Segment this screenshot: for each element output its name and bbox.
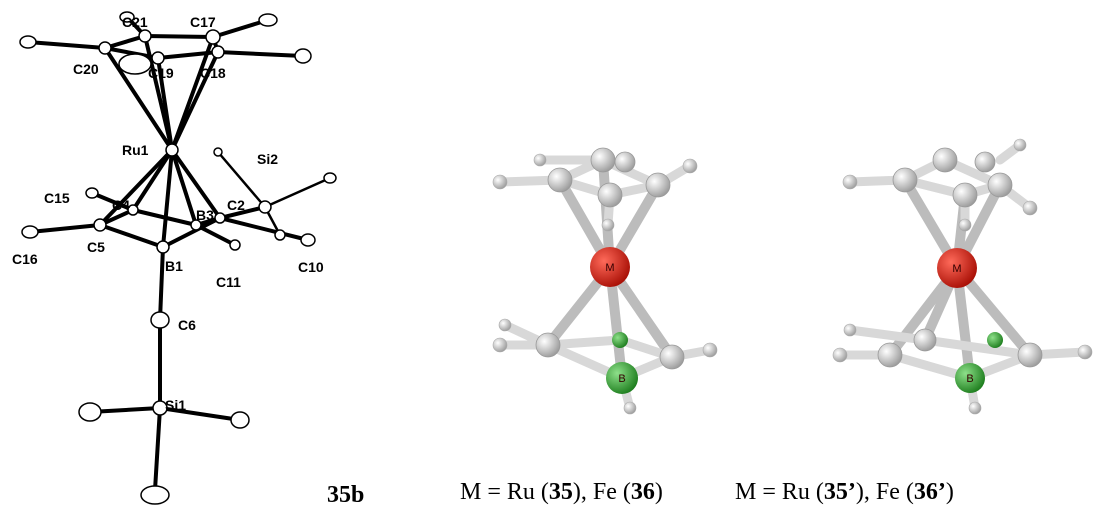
metal-label: M (952, 263, 961, 275)
atom-label: C17 (190, 14, 216, 30)
caption-number: 35 (549, 479, 573, 505)
atom-label: C15 (44, 190, 70, 206)
atom-label: C5 (87, 239, 105, 255)
ball-model: M B (833, 139, 1092, 414)
atom-label: Ru1 (122, 142, 149, 158)
atom-label: C11 (216, 274, 241, 290)
atom-label: B1 (165, 258, 183, 274)
atom-label: C4 (112, 197, 130, 213)
compound-label: 35b (327, 482, 364, 508)
caption-text: M = Ru ( (735, 479, 824, 505)
atom-label: C10 (298, 259, 324, 275)
boron-label: B (618, 373, 625, 385)
figure: C21 C17 C20 C19 C18 Ru1 Si2 C15 C4 B3 C2… (0, 0, 1095, 512)
metal-label: M (605, 262, 614, 274)
caption-number: 36 (631, 479, 655, 505)
atom-label: B3 (196, 207, 214, 223)
atom-label: C19 (148, 65, 174, 81)
caption-number: 36’ (914, 479, 946, 505)
boron-label: B (966, 373, 973, 385)
atom-label: C6 (178, 317, 196, 333)
atom-label: C20 (73, 61, 99, 77)
ortep-structure: C21 C17 C20 C19 C18 Ru1 Si2 C15 C4 B3 C2… (12, 12, 364, 508)
caption: M = Ru (35’), Fe (36’) (735, 479, 954, 505)
atom-label: C18 (200, 65, 226, 81)
ball-model: M B (493, 148, 717, 414)
atom-label: Si2 (257, 151, 278, 167)
caption-number: 35’ (824, 479, 856, 505)
atom-label: Si1 (165, 397, 186, 413)
caption-text: ), Fe ( (856, 479, 914, 505)
atom-label: C21 (122, 14, 148, 30)
caption-text: M = Ru ( (460, 479, 549, 505)
caption-text: ) (946, 479, 954, 505)
atom-label: C16 (12, 251, 38, 267)
caption-text: ) (655, 479, 663, 505)
caption-text: ), Fe ( (573, 479, 631, 505)
atom-label: C2 (227, 197, 245, 213)
caption: M = Ru (35), Fe (36) (460, 479, 663, 505)
